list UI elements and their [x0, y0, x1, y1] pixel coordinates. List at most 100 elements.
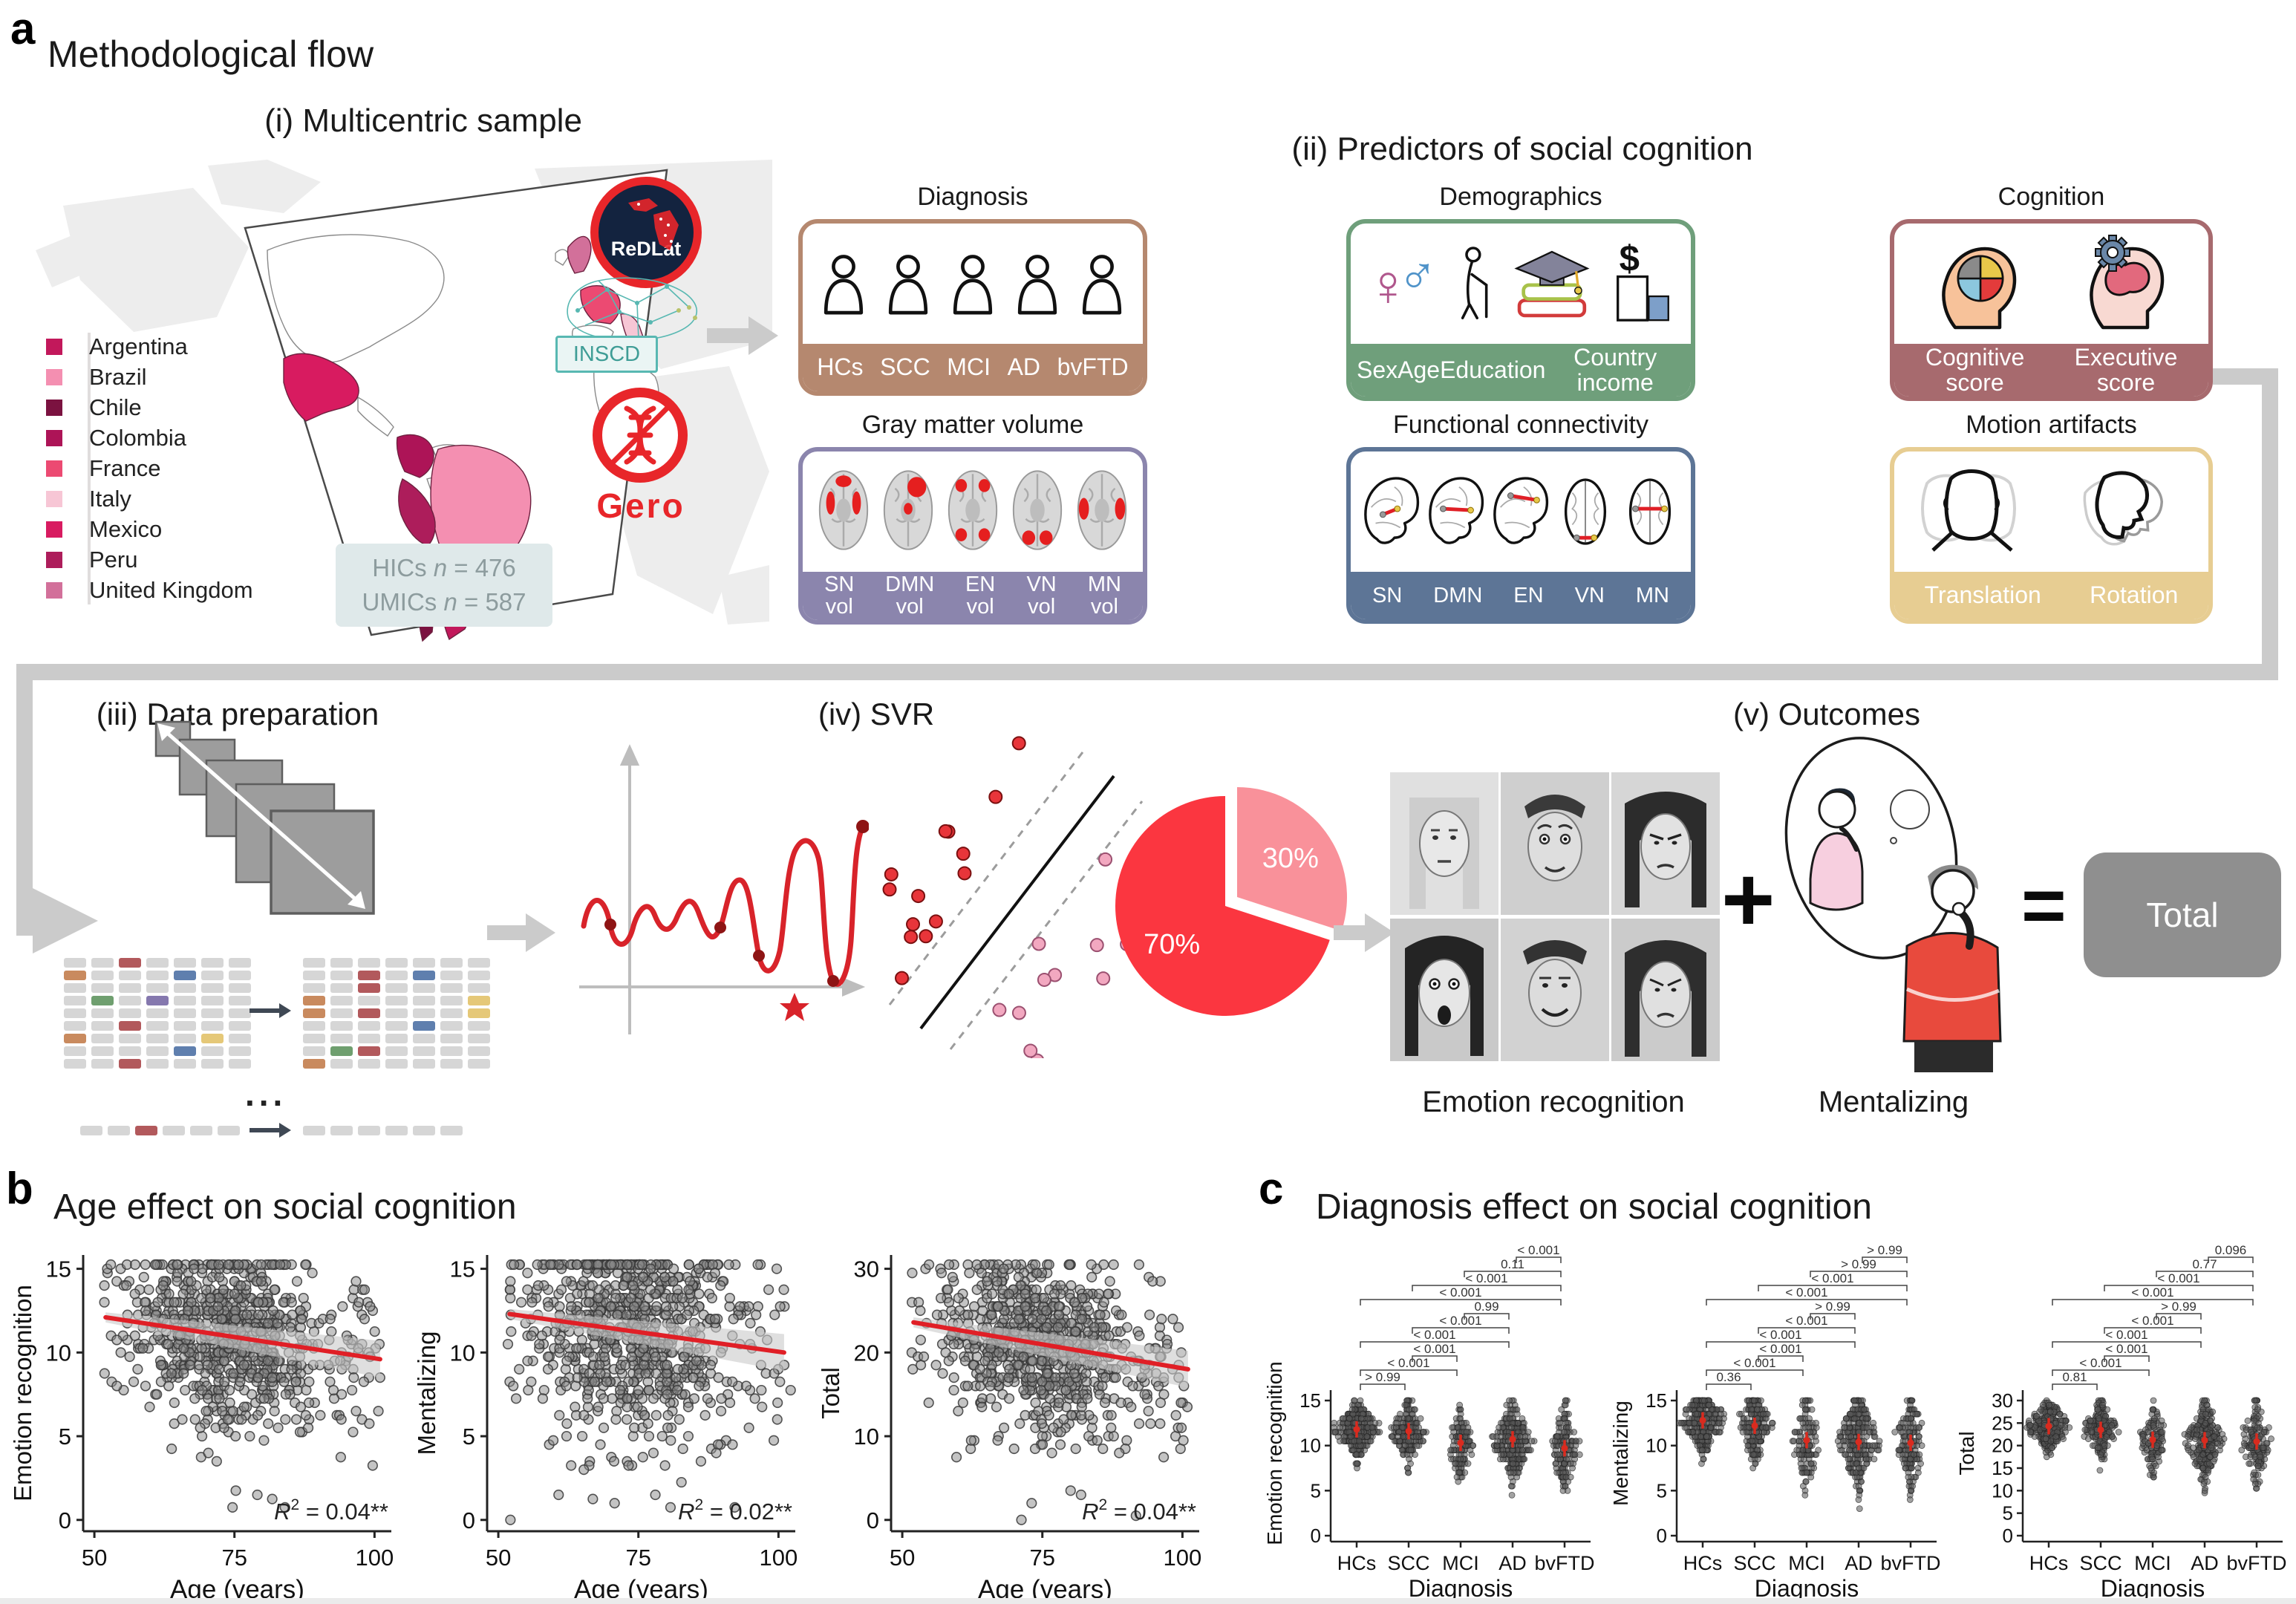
data-cell [330, 958, 353, 968]
p-value-label: > 0.99 [1867, 1243, 1902, 1257]
face-photo [1390, 919, 1498, 1061]
p-value-label: < 0.001 [2079, 1356, 2121, 1370]
data-cell [358, 1126, 380, 1135]
flow-arrow-iii-iv [487, 925, 526, 940]
significance-bracket [2156, 1271, 2254, 1277]
data-cell [174, 996, 196, 1005]
panel-c-title: Diagnosis effect on social cognition [1316, 1187, 1872, 1227]
pie-slice: 30% [1237, 787, 1347, 931]
legend-country-name: Brazil [89, 363, 147, 390]
significance-bracket [1360, 1341, 1510, 1348]
legend-item: Peru [46, 544, 253, 575]
data-cell [468, 996, 490, 1005]
r-squared-label: R2 = 0.04** [1082, 1496, 1196, 1525]
legend-item: Argentina [46, 331, 253, 362]
scatter-points [906, 1259, 1193, 1525]
swarm-points [1676, 1397, 1925, 1513]
emotion-recognition-label: Emotion recognition [1422, 1086, 1685, 1118]
data-cell [440, 1008, 463, 1018]
p-value-label: 0.81 [2062, 1370, 2087, 1384]
panel-a-title: Methodological flow [48, 33, 374, 75]
card-label: Age [1398, 356, 1441, 383]
data-cell [135, 1126, 157, 1135]
flow-arrow-iv-v [1334, 925, 1365, 940]
data-cell [201, 1046, 224, 1056]
data-cell [330, 1021, 353, 1031]
data-cell [330, 971, 353, 980]
legend-swatch [46, 399, 62, 416]
mean-marker [1751, 1422, 1758, 1429]
data-cell [468, 983, 490, 993]
x-tick-label: 100 [355, 1545, 394, 1571]
stacked-matrices-icon [154, 720, 375, 915]
x-axis-label: Diagnosis [1409, 1575, 1513, 1601]
mean-marker [1803, 1436, 1810, 1444]
legend-item: Chile [46, 392, 253, 423]
significance-bracket [1360, 1369, 1458, 1376]
p-value-label: < 0.001 [1785, 1285, 1827, 1300]
data-cell [468, 1059, 490, 1069]
legend-swatch [46, 429, 62, 446]
significance-bracket [1810, 1313, 1856, 1320]
mean-marker [2253, 1438, 2260, 1445]
data-cell [64, 1046, 86, 1056]
redlat-map-icon [628, 198, 679, 250]
significance-bracket [2104, 1327, 2202, 1334]
category-label: AD [2191, 1552, 2219, 1574]
r-squared-label: R2 = 0.04** [274, 1496, 388, 1525]
data-cell [413, 1046, 435, 1056]
p-value-label: 0.096 [2215, 1243, 2247, 1257]
x-axis-label: Diagnosis [2101, 1575, 2205, 1601]
person-icon [1077, 250, 1127, 318]
scatter-total: 50 75 100 0 10 20 30 Age (years) Total R2 = 0.04*… [817, 1255, 1201, 1601]
y-tick-label: 0 [1311, 1525, 1321, 1547]
data-cell [146, 1046, 169, 1056]
p-value-label: < 0.001 [1387, 1356, 1429, 1370]
significance-bracket [1758, 1327, 1856, 1334]
data-cell [330, 1046, 353, 1056]
executive-score-icon [2090, 235, 2165, 330]
data-cell [80, 1126, 102, 1135]
brain-network-icon [1364, 477, 1420, 544]
card-label: HCs [817, 353, 864, 381]
data-cell [201, 983, 224, 993]
data-cell [64, 958, 86, 968]
data-cell [413, 971, 435, 980]
y-tick-label: 15 [1992, 1457, 2013, 1479]
p-value-label: < 0.001 [1759, 1328, 1801, 1342]
education-icon [1514, 250, 1590, 318]
significance-bracket [2052, 1369, 2150, 1376]
map-colombia [396, 434, 434, 478]
mean-marker [1907, 1439, 1914, 1447]
data-cell [119, 958, 141, 968]
p-value-label: > 0.99 [1815, 1300, 1850, 1314]
person-icon [1012, 250, 1063, 318]
data-cell [303, 983, 325, 993]
card-label: EN vol [965, 573, 996, 619]
plus-sign: + [1721, 849, 1775, 951]
connector-left-vertical [16, 664, 33, 936]
significance-bracket [1758, 1285, 1908, 1291]
x-tick-label: 100 [1163, 1545, 1201, 1571]
gero-label: Gero [596, 486, 685, 525]
trend-line [911, 1320, 1190, 1372]
card-label: VN vol [1026, 573, 1057, 619]
data-cell [64, 971, 86, 980]
data-cell [330, 1034, 353, 1043]
rotation-head-icon [2083, 471, 2164, 546]
data-cell [229, 1034, 251, 1043]
data-cell [119, 971, 141, 980]
card-gray-matter-volume: Gray matter volume SN vol DMN vol EN vol VN… [798, 411, 1147, 625]
mentalizing-label: Mentalizing [1818, 1086, 1969, 1118]
hics-line: HICs n = 476 [372, 554, 516, 581]
translation-head-icon [1920, 469, 2016, 552]
data-cell [440, 1046, 463, 1056]
card-diagnosis-title: Diagnosis [917, 183, 1028, 211]
pie-slice: 70% [1115, 796, 1330, 1016]
brain-network-icon [1628, 478, 1671, 545]
data-cell [146, 971, 169, 980]
y-axis-label: Emotion recognition [9, 1285, 36, 1502]
swarm-points [2023, 1397, 2274, 1496]
person-icon [948, 250, 998, 318]
p-value-label: < 0.001 [2131, 1285, 2173, 1300]
